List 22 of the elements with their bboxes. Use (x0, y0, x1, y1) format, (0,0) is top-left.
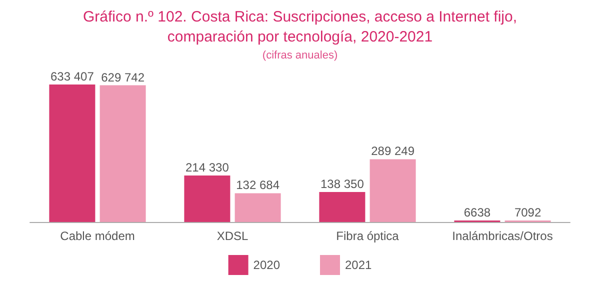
data-label: 214 330 (186, 160, 230, 174)
x-tick-label: Cable módem (60, 229, 135, 243)
x-tick-label: Inalámbricas/Otros (452, 229, 553, 243)
bar (184, 175, 230, 222)
data-label: 132 684 (236, 178, 280, 192)
chart-title: Gráfico n.º 102. Costa Rica: Suscripciones, acceso a Internet fijo, comparación por tecnología, 2020-2021 (82, 8, 518, 46)
data-label: 629 742 (101, 70, 145, 84)
legend-label: 2021 (345, 258, 372, 272)
bar (49, 84, 96, 222)
bar (319, 192, 366, 222)
data-label: 6638 (464, 206, 491, 220)
data-label: 633 407 (50, 69, 94, 84)
chart-subtitle: (cifras anuales) (262, 50, 338, 62)
data-label: 138 350 (320, 176, 364, 191)
bar (234, 193, 281, 222)
bar (100, 85, 146, 222)
x-tick-label: XDSL (216, 229, 248, 243)
x-tick-label: Fibra óptica (336, 229, 400, 243)
legend-label: 2020 (253, 258, 280, 272)
data-label: 7092 (514, 205, 542, 220)
bar (370, 159, 416, 222)
data-label: 289 249 (371, 144, 415, 158)
